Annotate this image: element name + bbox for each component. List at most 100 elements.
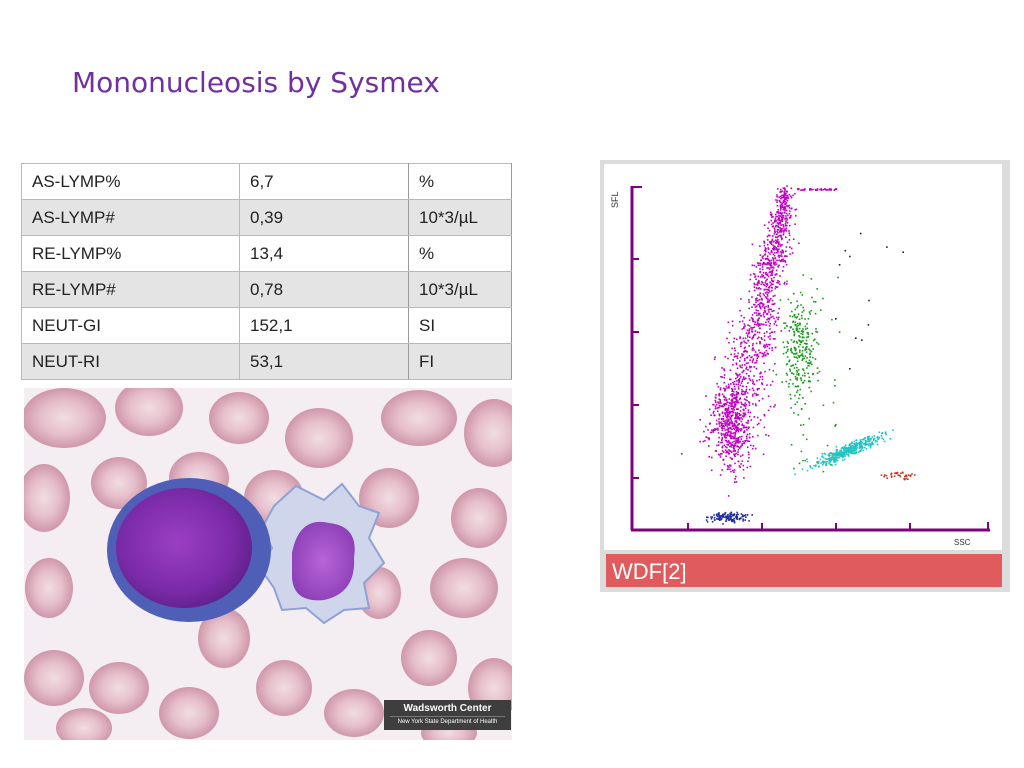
debris-dot: [729, 514, 732, 516]
monocyte-dot: [796, 377, 798, 379]
lymphocyte-dot: [771, 257, 774, 259]
monocyte-dot: [814, 338, 816, 341]
lymphocyte-dot: [729, 401, 731, 404]
lymphocyte-dot: [766, 352, 769, 355]
debris-dot: [729, 512, 732, 515]
lymphocyte-dot: [779, 255, 782, 257]
lymphocyte-dot: [785, 221, 787, 223]
lymphocyte-dot: [746, 351, 748, 353]
lymphocyte-dot: [749, 359, 751, 361]
debris-dot: [718, 512, 720, 514]
lymphocyte-dot: [735, 442, 737, 445]
lymphocyte-dot: [717, 385, 720, 388]
lymphocyte-dot: [759, 245, 761, 247]
lymphocyte-dot: [768, 347, 771, 350]
debris-dot: [730, 515, 733, 518]
lymphocyte-dot: [735, 403, 737, 406]
debris-dot: [723, 516, 726, 518]
lymphocyte-dot: [722, 415, 725, 418]
stray-dot: [867, 324, 870, 326]
lymphocyte-dot: [730, 415, 733, 418]
eosinophil-dot: [890, 475, 893, 477]
lymphocyte-dot: [740, 314, 743, 317]
lymphocyte-dot: [754, 306, 757, 308]
lymphocyte-dot: [764, 311, 767, 313]
lymphocyte-dot: [758, 378, 761, 381]
lymphocyte-dot: [771, 238, 774, 241]
lymphocyte-dot: [725, 408, 727, 410]
monocyte-dot: [790, 407, 792, 409]
monocyte-dot: [800, 332, 802, 335]
lymphocyte-dot: [778, 219, 781, 221]
lymphocyte-dot: [784, 189, 786, 191]
lymphocyte-dot: [730, 405, 732, 408]
lymphocyte-dot: [724, 403, 727, 405]
debris-dot: [732, 519, 734, 521]
lymphocyte-dot: [747, 362, 749, 364]
monocyte-dot: [798, 340, 801, 342]
neutrophil-dot: [859, 450, 861, 452]
monocyte-dot: [798, 318, 801, 320]
lymphocyte-dot: [780, 231, 783, 233]
neutrophil-dot: [873, 435, 876, 437]
lymphocyte-dot: [737, 460, 740, 463]
lymphocyte-dot: [785, 196, 788, 199]
debris-dot: [726, 517, 728, 520]
lymphocyte-dot: [786, 218, 788, 221]
neutrophil-dot: [878, 436, 881, 439]
eosinophil-dot: [899, 474, 901, 477]
lymphocyte-dot: [783, 281, 786, 284]
lymphocyte-dot: [770, 259, 772, 262]
lymphocyte-dot: [743, 431, 746, 434]
lymphocyte-dot: [731, 403, 733, 405]
lymphocyte-dot: [723, 381, 725, 384]
lymphocyte-dot: [737, 393, 740, 395]
lymphocyte-dot: [735, 481, 738, 483]
lymphocyte-dot: [738, 378, 741, 380]
lymphocyte-dot: [759, 342, 761, 345]
lymphocyte-dot: [703, 430, 705, 433]
lymphocyte-dot: [781, 249, 784, 251]
debris-dot: [717, 513, 720, 515]
monocyte-dot: [789, 315, 791, 317]
monocyte-dot: [830, 463, 832, 466]
lymphocyte-dot: [751, 344, 754, 347]
lymphocyte-dot: [717, 453, 720, 456]
lymphocyte-dot: [735, 400, 737, 403]
lymphocyte-dot: [767, 343, 769, 346]
lymphocyte-dot: [719, 400, 721, 403]
lymphocyte-dot: [782, 208, 785, 211]
lymphocyte-dot: [727, 466, 729, 468]
lymphocyte-dot: [772, 260, 775, 262]
lymphocyte-dot: [773, 255, 776, 257]
lymphocyte-dot: [736, 355, 738, 358]
lymphocyte-dot: [764, 257, 767, 260]
lymphocyte-dot: [733, 436, 735, 438]
neutrophil-dot: [871, 441, 873, 443]
lymphocyte-dot: [721, 469, 723, 471]
monocyte-dot: [795, 385, 798, 388]
neutrophil-dot: [850, 445, 852, 448]
lymphocyte-dot: [759, 271, 761, 273]
lymphocyte-dot: [809, 188, 812, 190]
lymphocyte-dot: [756, 297, 758, 299]
debris-dot: [722, 513, 724, 516]
lymphocyte-nucleus: [116, 488, 252, 608]
lymphocyte-dot: [747, 427, 750, 429]
lymphocyte-dot: [786, 185, 788, 187]
lymphocyte-dot: [742, 390, 745, 393]
monocyte-dot: [806, 343, 808, 345]
lymphocyte-dot: [734, 425, 736, 427]
lymphocyte-dot: [790, 187, 793, 189]
lymphocyte-dot: [783, 196, 785, 198]
lymphocyte-dot: [788, 224, 791, 227]
eosinophil-dot: [890, 472, 893, 475]
monocyte-dot: [799, 291, 802, 294]
eosinophil-dot: [884, 474, 886, 476]
lymphocyte-dot: [727, 428, 729, 431]
lymphocyte-dot: [778, 196, 780, 198]
lymphocyte-dot: [753, 354, 756, 356]
lymphocyte-dot: [759, 295, 762, 298]
lymphocyte-dot: [738, 380, 741, 382]
lymphocyte-dot: [747, 440, 749, 442]
